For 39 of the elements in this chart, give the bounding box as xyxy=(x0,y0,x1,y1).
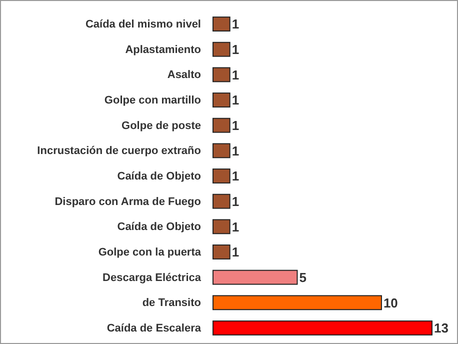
y-tick-label: Asalto xyxy=(167,69,202,82)
data-label: 1 xyxy=(232,42,240,58)
bar xyxy=(212,118,230,133)
bar xyxy=(212,320,432,336)
bar xyxy=(212,244,230,260)
data-label: 1 xyxy=(232,244,240,260)
bar xyxy=(212,92,230,108)
bar xyxy=(212,168,230,184)
data-label: 13 xyxy=(434,320,448,336)
bar xyxy=(212,16,230,32)
data-label: 1 xyxy=(232,16,240,32)
bar xyxy=(212,295,382,310)
data-label: 1 xyxy=(232,194,240,210)
y-tick-label: Caída del mismo nivel xyxy=(85,18,201,31)
data-label: 1 xyxy=(232,143,240,158)
y-tick-label: Caída de Objeto xyxy=(117,221,202,234)
data-label: 1 xyxy=(232,219,240,234)
data-label: 10 xyxy=(383,295,398,310)
y-tick-label: Incrustación de cuerpo extraño xyxy=(37,145,202,158)
bar xyxy=(212,143,230,158)
data-label: 1 xyxy=(232,168,240,184)
y-tick-label: de Transito xyxy=(142,297,202,310)
data-label: 1 xyxy=(232,118,240,134)
y-tick-label: Golpe con la puerta xyxy=(98,246,202,259)
y-tick-label: Golpe de poste xyxy=(122,120,201,132)
y-tick-label: Aplastamiento xyxy=(125,44,202,56)
data-label: 5 xyxy=(299,270,306,285)
y-tick-label: Descarga Eléctrica xyxy=(102,272,202,284)
bar xyxy=(212,270,298,285)
y-tick-label: Caída de Escalera xyxy=(106,322,202,334)
y-tick-label: Golpe con martillo xyxy=(104,94,202,107)
bar xyxy=(212,219,230,234)
y-tick-label: Disparo con Arma de Fuego xyxy=(54,196,202,208)
bar xyxy=(212,42,230,57)
y-tick-label: Caída de Objeto xyxy=(117,170,202,183)
bar xyxy=(212,67,230,82)
data-label: 1 xyxy=(232,92,240,108)
data-label: 1 xyxy=(232,67,240,82)
bar xyxy=(212,194,230,209)
